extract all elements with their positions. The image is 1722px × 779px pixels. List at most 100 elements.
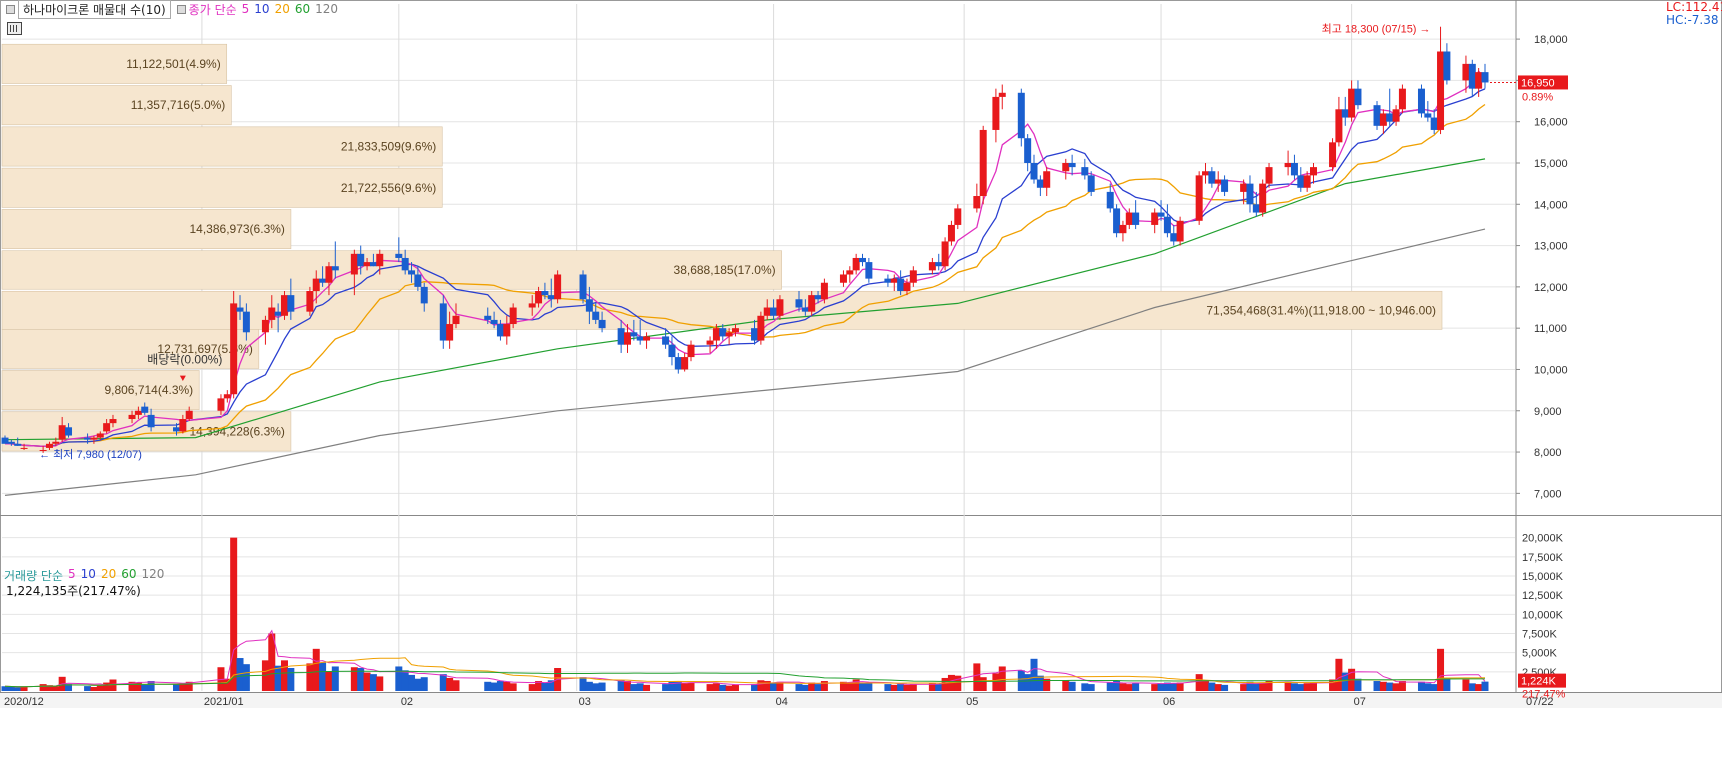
volume-bar [890,684,898,691]
candle-body [1284,162,1292,168]
volume-profile-label: 38,688,185(17.0%) [674,263,776,277]
candle-body [1462,63,1470,81]
candle-body [1081,167,1089,176]
volume-bar [1437,648,1445,691]
volume-bar [541,682,549,691]
volume-tick-label: 10,000K [1522,609,1564,621]
candle-body [268,307,276,320]
volume-bar [998,666,1006,691]
candle-body [897,278,905,292]
candle-body [1329,142,1337,168]
candle-body [1297,175,1305,188]
candle-body [484,315,492,320]
candle-body [941,241,949,267]
volume-bar [592,683,600,691]
volume-bar [884,684,892,691]
price-tick-label: 7,000 [1534,488,1562,500]
candle-body [535,291,543,304]
candle-body [662,336,670,345]
candle-body [147,414,155,428]
volume-bar [1481,681,1489,691]
price-tick-label: 10,000 [1534,364,1568,376]
candle-body [1017,92,1025,139]
volume-bar [681,683,689,691]
volume-bar [1087,684,1095,691]
candle-body [414,274,422,287]
candle-body [1373,105,1381,126]
candle-body [852,257,860,271]
candle-body [859,257,867,263]
candle-body [1240,183,1248,192]
candle-body [1106,191,1114,209]
candle-body [446,324,454,341]
ma-legend-5: 5 [241,2,250,16]
candle-body [1132,212,1140,225]
candle-body [1119,224,1127,234]
current-volume-value: 1,224K [1521,676,1557,688]
volume-bar [903,684,911,691]
candle-body [1481,72,1489,83]
vol-legend-20: 20 [100,567,117,581]
volume-bar [776,681,784,691]
candle-body [928,262,936,271]
volume-profile-band [1,126,443,167]
candle-body [20,447,28,449]
volume-bar [763,681,771,691]
volume-tick-label: 15,000K [1522,571,1564,583]
candle-body [1087,175,1095,192]
candle-body [109,419,117,424]
candle-body [795,299,803,308]
volume-ma60-line [4,670,1485,688]
candle-body [1195,175,1203,221]
volume-bar [268,633,276,691]
x-tick-label: 05 [966,696,978,708]
candle-body [751,328,759,341]
menu-square-icon[interactable] [6,4,15,14]
volume-bar [643,684,651,691]
candle-body [39,449,47,451]
volume-bar [814,684,822,691]
candle-body [90,437,98,440]
volume-bar [935,684,943,691]
candle-body [579,274,587,300]
candle-body [1468,63,1476,89]
candle-body [1309,167,1317,176]
candle-body [325,266,333,283]
volume-bar [801,684,809,691]
candle-body [725,332,733,337]
ma-legend-10: 10 [254,2,270,16]
volume-bar [1163,682,1171,691]
candle-body [1354,88,1362,106]
dividend-arrow-icon [179,375,186,382]
low-annotation: ← 최저 7,980 (12/07) [39,448,142,461]
volume-bar [751,684,759,691]
ma-legend-label: 종가 단순 [188,2,237,17]
volume-bar [941,677,949,691]
dividend-annotation: 배당락(0.00%) [147,352,222,366]
candle-body [935,262,943,267]
candle-body [757,315,765,341]
volume-bar [408,674,416,691]
candle-body [14,443,22,446]
vol-legend-5: 5 [68,567,76,581]
grid-table-icon[interactable] [7,22,22,35]
volume-bar [1043,678,1051,691]
volume-bar [350,667,358,691]
ma-legend-20: 20 [274,2,290,16]
candle-body [357,253,365,267]
candle-body [280,295,288,316]
volume-bar [630,684,638,691]
candle-body [96,433,104,438]
volume-bar [1157,683,1165,691]
candle-body [1,437,9,444]
candle-body [1036,179,1044,188]
candle-body [1417,88,1425,114]
volume-bar [223,678,231,691]
indicator-title[interactable]: 하나마이크론 매물대 수(10) [18,0,171,19]
volume-bar [179,683,187,691]
volume-bar [128,681,136,691]
volume-bar [1417,681,1425,691]
candle-body [509,307,517,325]
volume-bar [1290,683,1298,691]
